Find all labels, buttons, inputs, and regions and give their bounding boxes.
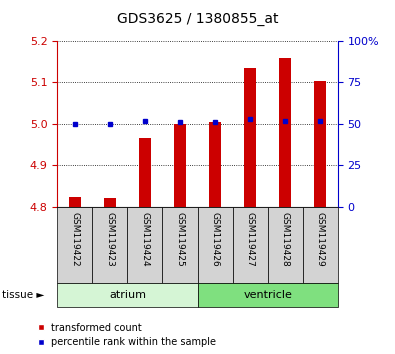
Text: ventricle: ventricle — [243, 290, 292, 300]
Bar — [279, 58, 291, 207]
Bar — [162, 207, 198, 283]
Bar — [198, 207, 233, 283]
Bar — [209, 122, 221, 207]
Bar — [244, 68, 256, 207]
Bar — [314, 81, 326, 207]
Bar — [303, 207, 338, 283]
Bar — [92, 207, 127, 283]
Bar — [69, 197, 81, 207]
Text: atrium: atrium — [109, 290, 146, 300]
Text: GSM119423: GSM119423 — [105, 212, 115, 267]
Bar — [233, 207, 267, 283]
Text: GSM119425: GSM119425 — [175, 212, 184, 267]
Bar — [57, 283, 198, 307]
Text: GDS3625 / 1380855_at: GDS3625 / 1380855_at — [117, 12, 278, 27]
Text: GSM119429: GSM119429 — [316, 212, 325, 267]
Bar — [127, 207, 162, 283]
Bar — [139, 138, 151, 207]
Bar — [267, 207, 303, 283]
Bar — [174, 124, 186, 207]
Text: GSM119422: GSM119422 — [70, 212, 79, 267]
Text: GSM119426: GSM119426 — [211, 212, 220, 267]
Legend: transformed count, percentile rank within the sample: transformed count, percentile rank withi… — [36, 322, 216, 347]
Text: tissue ►: tissue ► — [2, 290, 44, 300]
Text: GSM119428: GSM119428 — [280, 212, 290, 267]
Bar — [57, 207, 92, 283]
Bar — [104, 198, 116, 207]
Text: GSM119424: GSM119424 — [140, 212, 149, 267]
Text: GSM119427: GSM119427 — [246, 212, 255, 267]
Bar — [198, 283, 338, 307]
